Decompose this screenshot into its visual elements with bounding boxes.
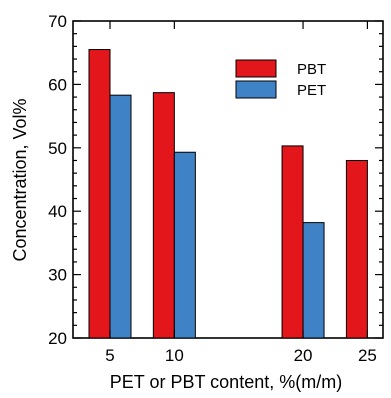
- y-tick-label: 70: [48, 12, 67, 31]
- bar-pet-5: [109, 94, 132, 339]
- bar-pet-20: [302, 222, 325, 339]
- x-axis-ticks: 5 10 20 25: [105, 21, 377, 365]
- y-tick-label: 20: [48, 329, 67, 348]
- x-tick-label: 5: [105, 346, 114, 365]
- y-tick-label: 30: [48, 266, 67, 285]
- bars-layer: [88, 49, 368, 339]
- x-tick-label: 10: [165, 346, 184, 365]
- bar-pbt-25: [345, 159, 368, 339]
- legend-label-pbt: PBT: [297, 61, 326, 78]
- y-axis-title: Concentration, Vol%: [10, 98, 30, 261]
- x-axis-title: PET or PBT content, %(m/m): [110, 372, 342, 392]
- bar-pbt-10: [152, 92, 175, 339]
- y-tick-label: 50: [48, 139, 67, 158]
- x-tick-label: 20: [294, 346, 313, 365]
- legend-swatch-pbt: [235, 59, 277, 78]
- plot-area-frame: [72, 20, 384, 339]
- bar-pbt-5: [88, 49, 111, 339]
- y-tick-label: 60: [48, 75, 67, 94]
- x-tick-label: 25: [358, 346, 377, 365]
- legend-label-pet: PET: [297, 82, 326, 99]
- legend: PBT PET: [235, 59, 326, 99]
- y-tick-label: 40: [48, 202, 67, 221]
- bar-pbt-20: [281, 145, 304, 339]
- y-axis-ticks: 20 30 40 50 60 70: [48, 12, 383, 348]
- bar-pet-10: [173, 151, 196, 339]
- legend-swatch-pet: [235, 80, 277, 99]
